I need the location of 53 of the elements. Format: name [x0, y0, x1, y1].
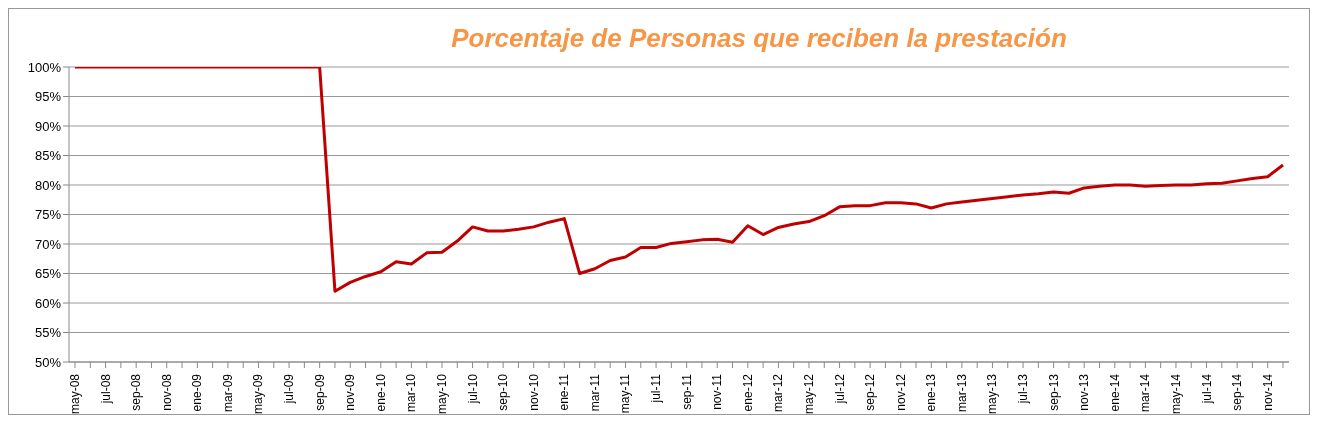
x-tick-label: nov-10: [526, 373, 541, 411]
x-tick-label: may-11: [618, 373, 633, 414]
x-tick-label: nov-13: [1077, 373, 1092, 411]
x-tick-label: jul-12: [832, 373, 847, 405]
x-tick-label: jul-11: [649, 373, 664, 404]
y-tick-label: 100%: [27, 59, 62, 75]
x-tick-label: may-13: [985, 373, 1000, 415]
x-tick-label: nov-09: [343, 373, 358, 411]
x-tick-label: mar-14: [1138, 373, 1153, 413]
y-tick-label: 95%: [34, 89, 62, 105]
x-tick-label: mar-12: [771, 373, 786, 413]
x-tick-label: ene-09: [190, 373, 205, 412]
x-tick-label: jul-13: [1016, 373, 1031, 405]
y-tick-label: 55%: [34, 325, 62, 341]
x-tick-label: ene-12: [740, 373, 755, 412]
x-tick-label: ene-10: [373, 373, 388, 412]
x-tick-label: may-12: [801, 373, 816, 415]
y-tick-label: 75%: [34, 207, 62, 223]
y-tick-label: 80%: [34, 177, 62, 193]
x-tick-label: ene-13: [924, 373, 939, 412]
y-tick-label: 60%: [34, 295, 62, 311]
x-tick-label: mar-10: [404, 373, 419, 413]
x-tick-label: sep-13: [1046, 373, 1061, 411]
x-tick-label: sep-11: [679, 373, 694, 410]
x-tick-label: sep-14: [1230, 373, 1245, 411]
x-tick-label: nov-14: [1260, 373, 1275, 411]
line-series: [73, 67, 1285, 293]
y-tick-label: 85%: [34, 148, 62, 164]
y-tick-label: 65%: [34, 266, 62, 282]
x-tick-label: nov-11: [710, 373, 725, 410]
x-tick-label: sep-08: [129, 373, 144, 411]
x-tick-label: may-08: [68, 373, 82, 415]
y-tick-label: 90%: [34, 118, 62, 134]
x-tick-label: jul-08: [98, 373, 113, 405]
x-tick-label: jul-09: [282, 373, 297, 405]
x-tick-label: sep-10: [496, 373, 511, 411]
x-tick-label: nov-12: [893, 373, 908, 411]
x-tick-label: mar-09: [220, 373, 235, 413]
x-tick-label: jul-10: [465, 373, 480, 405]
x-tick-label: may-09: [251, 373, 266, 415]
x-tick-label: may-14: [1168, 373, 1183, 415]
x-tick-label: mar-11: [587, 373, 602, 412]
x-tick-label: ene-11: [557, 373, 572, 411]
x-tick-label: mar-13: [954, 373, 969, 413]
y-tick-label: 50%: [34, 354, 62, 370]
x-tick-label: jul-14: [1199, 373, 1214, 405]
x-tick-label: nov-08: [159, 373, 174, 411]
x-tick-label: sep-12: [863, 373, 878, 411]
chart-title: Porcentaje de Personas que reciben la prestación: [450, 23, 1068, 54]
x-tick-label: sep-09: [312, 373, 327, 411]
y-tick-label: 70%: [34, 236, 62, 252]
x-tick-label: may-10: [434, 373, 449, 415]
x-tick-label: ene-14: [1107, 373, 1122, 412]
